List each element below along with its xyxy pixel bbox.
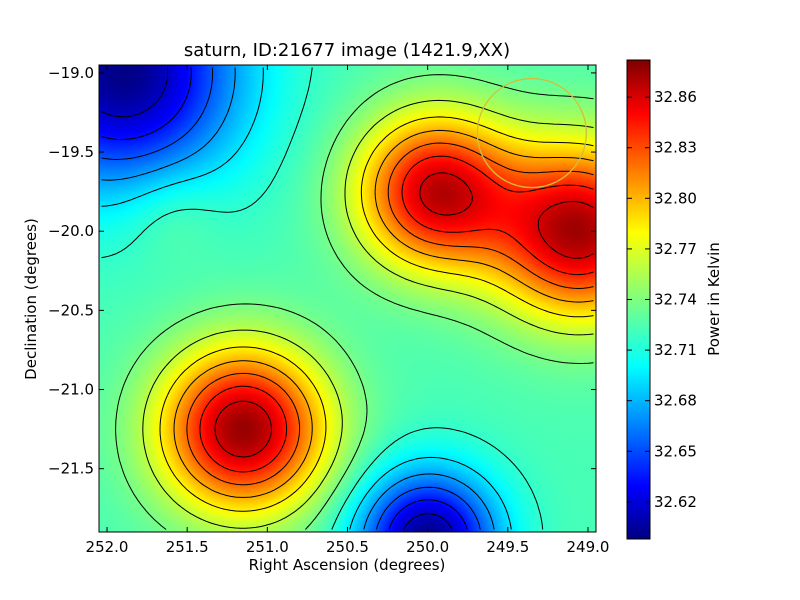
y-tick-label: −19.0 <box>48 64 94 82</box>
contour-lines <box>101 67 594 530</box>
x-axis: 252.0 251.5 251.0 250.5 250.0 249.5 249.0 <box>86 65 610 556</box>
colorbar-tick-label: 32.80 <box>654 189 697 207</box>
contour-line <box>101 67 481 530</box>
x-tick-label: 252.0 <box>86 538 129 556</box>
x-tick-label: 250.0 <box>406 538 449 556</box>
colorbar-tick-label: 32.62 <box>654 493 697 511</box>
x-axis-label: Right Ascension (degrees) <box>249 556 446 574</box>
annotation-circle <box>476 77 588 189</box>
contour-line <box>115 74 594 530</box>
heatmap-image <box>99 65 596 532</box>
plot-area: 252.0 251.5 251.0 250.5 250.0 249.5 249.0 −19.… <box>48 64 609 556</box>
x-tick-label: 249.0 <box>567 538 610 556</box>
colorbar-tick-label: 32.77 <box>654 240 697 258</box>
colorbar-tick-label: 32.86 <box>654 88 697 106</box>
contour-line <box>142 99 594 529</box>
colorbar-tick-label: 32.74 <box>654 291 697 309</box>
y-tick-label: −20.5 <box>48 301 94 319</box>
colorbar-label: Power in Kelvin <box>705 242 723 356</box>
contour-line <box>173 129 594 498</box>
chart-title: saturn, ID:21677 image (1421.9,XX) <box>184 40 510 61</box>
x-tick-label: 249.5 <box>486 538 529 556</box>
x-tick-label: 251.0 <box>246 538 289 556</box>
y-tick-label: −21.5 <box>48 460 94 478</box>
colorbar-tick-label: 32.71 <box>654 341 697 359</box>
contour-line <box>186 142 594 486</box>
colorbar-ticks: 32.62 32.65 32.68 32.71 32.74 32.77 32.80 32.83… <box>627 88 697 511</box>
y-tick-label: −19.5 <box>48 143 94 161</box>
contour-line <box>214 172 594 458</box>
y-axis: −19.0 −19.5 −20.0 −20.5 −21.0 −21.5 <box>48 64 596 478</box>
contour-line <box>101 67 495 530</box>
contour-line <box>101 67 468 530</box>
colorbar-tick-label: 32.68 <box>654 392 697 410</box>
contour-line <box>101 67 512 530</box>
y-tick-label: −20.0 <box>48 222 94 240</box>
contour-line <box>199 155 594 473</box>
colorbar-tick-label: 32.83 <box>654 139 697 157</box>
y-axis-label: Declination (degrees) <box>22 218 40 380</box>
colorbar: 32.62 32.65 32.68 32.71 32.74 32.77 32.80 32.83… <box>626 59 723 540</box>
contour-line <box>101 67 453 530</box>
x-tick-label: 250.5 <box>326 538 369 556</box>
x-tick-label: 251.5 <box>166 538 209 556</box>
y-tick-label: −21.0 <box>48 381 94 399</box>
contour-line <box>159 116 594 512</box>
contour-line <box>101 67 544 530</box>
colorbar-tick-label: 32.65 <box>654 442 697 460</box>
